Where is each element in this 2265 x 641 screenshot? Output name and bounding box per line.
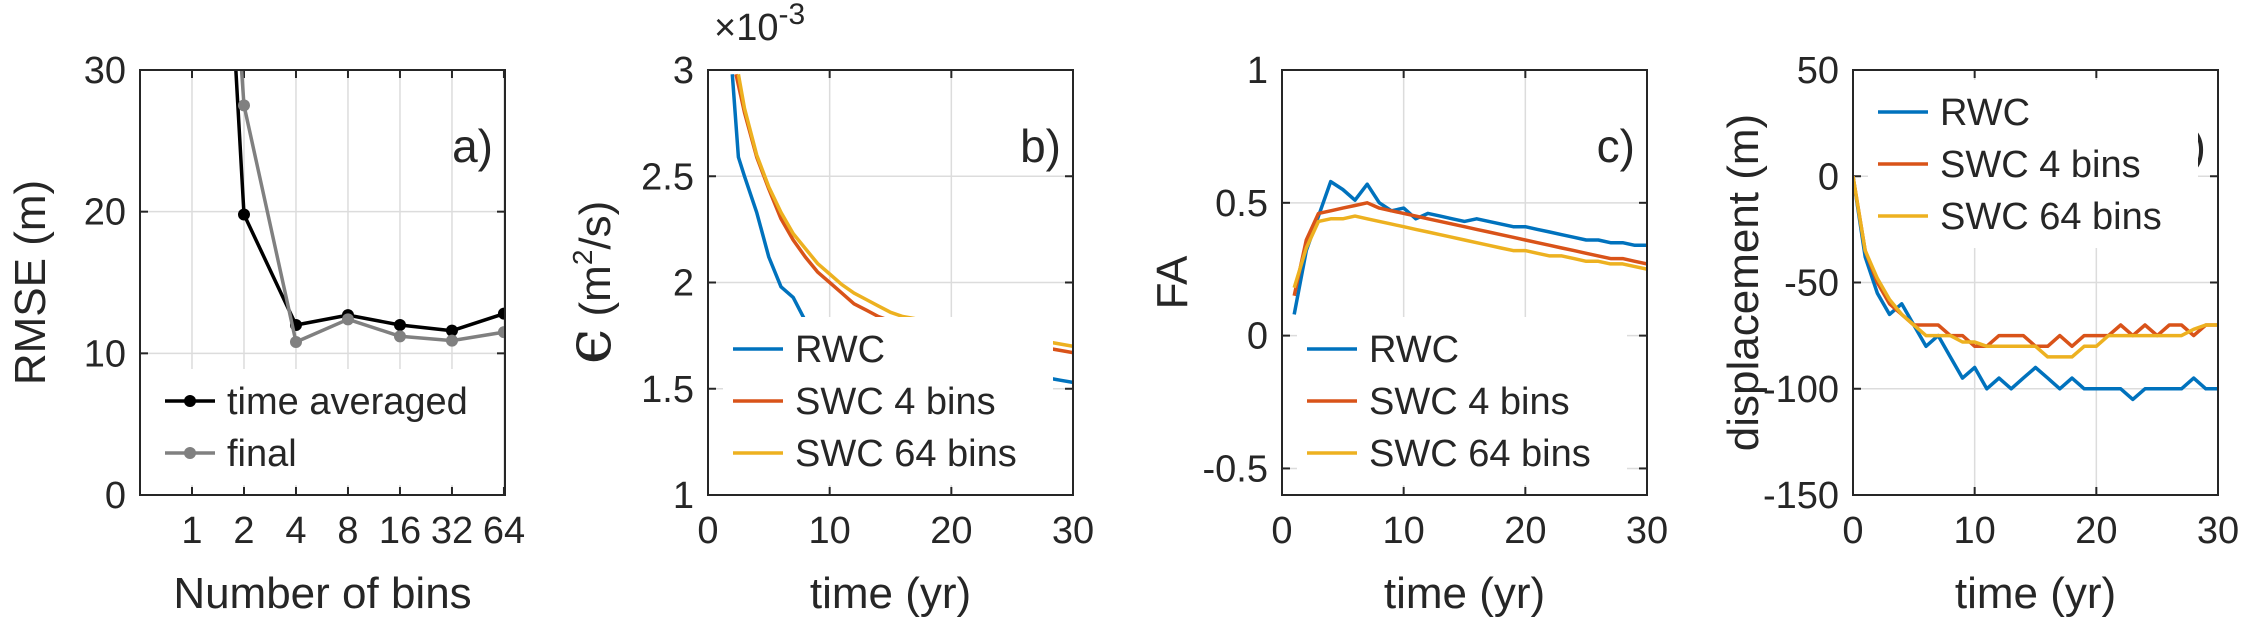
y-tick-label: 0	[105, 475, 126, 517]
panel-label: c)	[1597, 120, 1635, 172]
data-point	[393, 330, 406, 343]
series-group	[1292, 179, 1647, 315]
x-axis-label: time (yr)	[810, 569, 971, 618]
data-point	[497, 326, 505, 339]
legend-label: final	[227, 433, 297, 475]
x-tick-label: 20	[930, 510, 972, 552]
axes-frame	[1852, 69, 2219, 496]
legend: RWC SWC 4 bins SWC 64 bins	[1297, 317, 1627, 485]
data-point	[289, 336, 302, 348]
x-tick-label: 30	[1052, 510, 1094, 552]
y-tick-label: 20	[84, 192, 126, 234]
data-point	[445, 334, 458, 347]
x-tick-label: 10	[1383, 510, 1425, 552]
data-point	[393, 319, 406, 331]
y-axis-unit-end: /s)	[571, 201, 620, 250]
series-group	[1853, 176, 2218, 402]
panel-label: a)	[452, 120, 493, 172]
legend-label: SWC 64 bins	[795, 433, 1017, 475]
legend-label: SWC 64 bins	[1940, 196, 2162, 238]
x-tick-label: 32	[431, 510, 473, 552]
y-tick-label: 3	[673, 50, 694, 92]
data-point	[237, 208, 250, 221]
data-point	[341, 313, 354, 326]
legend-marker	[184, 395, 196, 407]
x-tick-label: 0	[1271, 510, 1292, 552]
y-tick-label: 0.5	[1215, 183, 1268, 225]
x-tick-label: 1	[181, 510, 202, 552]
x-axis-label: time (yr)	[1384, 569, 1545, 618]
x-tick-label: 0	[1842, 510, 1863, 552]
x-tick-label: 0	[697, 510, 718, 552]
y-tick-label: 0	[1818, 156, 1839, 198]
y-axis-unit: (m	[571, 265, 620, 316]
legend: time averaged final	[155, 369, 495, 485]
multiplier-exponent: -3	[778, 0, 805, 31]
x-tick-label: 2	[233, 510, 254, 552]
x-tick-label: 20	[1504, 510, 1546, 552]
legend: RWC SWC 4 bins SWC 64 bins	[723, 317, 1053, 485]
x-tick-label: 10	[809, 510, 851, 552]
x-tick-label: 64	[483, 510, 525, 552]
y-tick-label: 30	[84, 50, 126, 92]
x-tick-label: 4	[285, 510, 306, 552]
series-line-0	[1292, 179, 1647, 315]
data-point	[497, 307, 505, 320]
y-tick-label: 10	[84, 333, 126, 375]
axes-frame	[707, 69, 1074, 496]
legend-label: SWC 4 bins	[1940, 144, 2141, 186]
series-group	[234, 70, 505, 348]
legend-marker	[184, 447, 196, 459]
y-tick-label: 0	[1247, 316, 1268, 358]
y-tick-label: 50	[1797, 50, 1839, 92]
x-tick-label: 30	[2197, 510, 2239, 552]
y-tick-label: 2	[673, 263, 694, 305]
y-tick-label: -100	[1763, 369, 1839, 411]
x-tick-label: 30	[1626, 510, 1668, 552]
y-axis-label: displacement (m)	[1719, 114, 1768, 451]
legend-label: RWC	[795, 329, 885, 371]
x-tick-label: 8	[337, 510, 358, 552]
y-tick-label: 1	[673, 475, 694, 517]
x-tick-label: 20	[2075, 510, 2117, 552]
axes-frame	[1281, 69, 1648, 496]
y-tick-label: -150	[1763, 475, 1839, 517]
legend-label: RWC	[1940, 92, 2030, 134]
x-tick-label: 10	[1954, 510, 1996, 552]
y-axis-multiplier: ×10-3	[714, 0, 805, 49]
series-line-1	[1292, 201, 1647, 297]
y-axis-unit-sup: 2	[567, 250, 598, 266]
y-tick-label: -0.5	[1203, 448, 1268, 490]
panel-a: 1 2 4 8 16 32 64 0 10 20 30 a) Number of bins RMSE (m…	[6, 50, 525, 618]
y-axis-label: ϵ (m2/s)	[552, 201, 626, 365]
y-tick-label: 1.5	[641, 369, 694, 411]
y-axis-label: FA	[1148, 255, 1197, 309]
legend-box	[155, 369, 495, 485]
y-tick-label: 2.5	[641, 156, 694, 198]
legend-label: SWC 4 bins	[795, 381, 996, 423]
legend-label: time averaged	[227, 381, 468, 423]
series-line-2	[1292, 214, 1647, 289]
multiplier-base: ×10	[714, 7, 778, 49]
x-axis-label: Number of bins	[173, 569, 471, 618]
data-point	[445, 324, 458, 337]
series-line-2	[1853, 176, 2218, 359]
y-axis-label: RMSE (m)	[6, 180, 55, 385]
legend: RWC SWC 4 bins SWC 64 bins	[1868, 80, 2198, 248]
x-axis-label: time (yr)	[1955, 569, 2116, 618]
y-tick-label: 1	[1247, 50, 1268, 92]
legend-label: SWC 64 bins	[1369, 433, 1591, 475]
epsilon-symbol: ϵ	[552, 328, 626, 364]
axes-frame	[139, 69, 506, 496]
legend-label: SWC 4 bins	[1369, 381, 1570, 423]
panel-label: b)	[1020, 120, 1061, 172]
legend-label: RWC	[1369, 329, 1459, 371]
y-tick-label: -50	[1784, 263, 1839, 305]
data-point	[237, 99, 250, 112]
x-tick-label: 16	[379, 510, 421, 552]
